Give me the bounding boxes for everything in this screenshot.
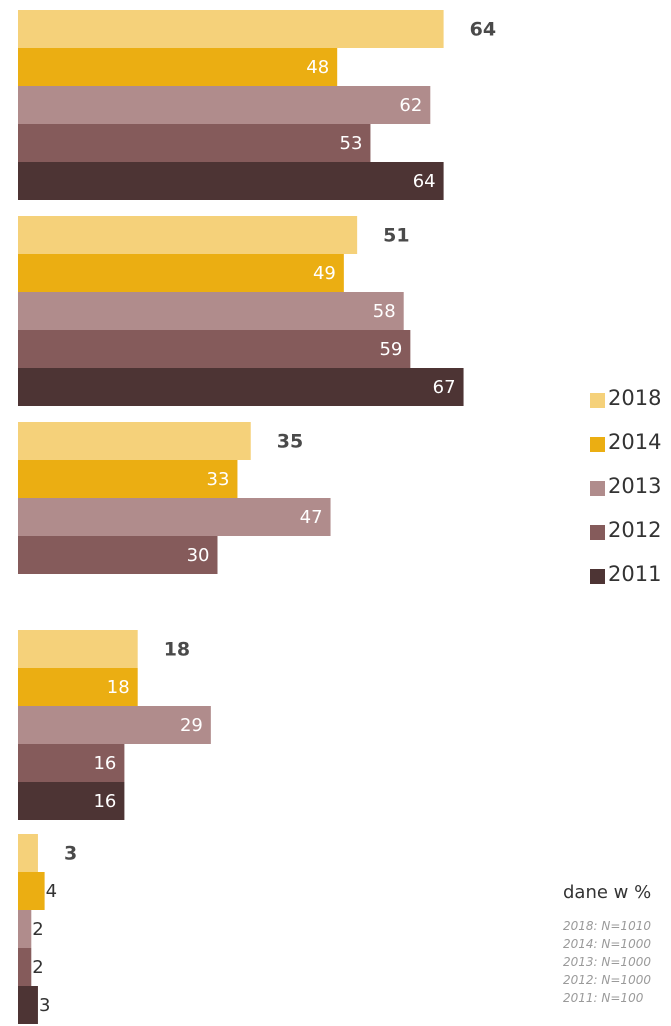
data-label-2014-group-1: 48 xyxy=(306,57,329,78)
bar-2013-group-1 xyxy=(18,86,431,124)
data-label-2011-group-2: 67 xyxy=(433,377,456,398)
bar-2018-group-5 xyxy=(18,834,38,872)
units-note: dane w % xyxy=(563,882,652,903)
bar-2012-group-5 xyxy=(18,948,32,986)
bar-2013-group-2 xyxy=(18,292,404,330)
data-label-2018-group-3: 35 xyxy=(277,431,303,453)
bar-2014-group-3 xyxy=(18,460,238,498)
data-label-2014-group-3: 33 xyxy=(207,469,230,490)
data-label-2018-group-5: 3 xyxy=(64,843,77,865)
legend-swatch-2013 xyxy=(590,481,605,496)
data-label-2011-group-1: 64 xyxy=(413,171,436,192)
legend-swatch-2014 xyxy=(590,437,605,452)
bar-2012-group-1 xyxy=(18,124,371,162)
data-label-2014-group-2: 49 xyxy=(313,263,336,284)
data-label-2013-group-3: 47 xyxy=(300,507,323,528)
sample-size-line: 2018: N=1010 xyxy=(563,919,651,933)
legend-label-2012: 2012 xyxy=(608,518,662,542)
data-label-2014-group-5: 4 xyxy=(46,881,57,902)
bar-2014-group-4 xyxy=(18,668,138,706)
bar-2014-group-1 xyxy=(18,48,338,86)
bar-2013-group-3 xyxy=(18,498,331,536)
data-label-2013-group-1: 62 xyxy=(399,95,422,116)
data-label-2012-group-4: 16 xyxy=(93,753,116,774)
legend-label-2011: 2011 xyxy=(608,562,662,586)
sample-size-line: 2011: N=100 xyxy=(563,991,644,1005)
legend-label-2014: 2014 xyxy=(608,430,662,454)
sample-sizes: 2018: N=1010 2014: N=1000 2013: N=1000 2012… xyxy=(563,917,671,1026)
legend-swatch-2018 xyxy=(590,393,605,408)
bar-2013-group-4 xyxy=(18,706,211,744)
data-label-2013-group-5: 2 xyxy=(32,919,43,940)
bar-2011-group-1 xyxy=(18,162,444,200)
bar-2012-group-2 xyxy=(18,330,411,368)
bar-2011-group-4 xyxy=(18,782,125,820)
bar-2014-group-2 xyxy=(18,254,344,292)
bar-2018-group-3 xyxy=(18,422,251,460)
data-label-2013-group-4: 29 xyxy=(180,715,203,736)
data-label-2018-group-4: 18 xyxy=(164,639,190,661)
bar-2018-group-1 xyxy=(18,10,444,48)
legend-label-2018: 2018 xyxy=(608,386,662,410)
bar-2012-group-3 xyxy=(18,536,218,574)
bar-chart: 64 51 35 18 3 48 49 33 18 4 62 58 47 29 2 53 59 30 16 2 64 67… xyxy=(18,10,496,1024)
data-label-2012-group-2: 59 xyxy=(379,339,402,360)
data-label-2018-group-1: 64 xyxy=(470,19,496,41)
data-label-2012-group-5: 2 xyxy=(32,957,43,978)
data-label-2014-group-4: 18 xyxy=(107,677,130,698)
bar-2011-group-2 xyxy=(18,368,464,406)
data-label-2018-group-2: 51 xyxy=(383,225,409,247)
data-label-2013-group-2: 58 xyxy=(373,301,396,322)
data-label-2011-group-5: 3 xyxy=(39,995,50,1016)
bar-2018-group-4 xyxy=(18,630,138,668)
bar-2018-group-2 xyxy=(18,216,358,254)
sample-size-line: 2014: N=1000 xyxy=(563,937,651,951)
legend-swatch-2012 xyxy=(590,525,605,540)
bar-2011-group-5 xyxy=(18,986,38,1024)
legend-swatch-2011 xyxy=(590,569,605,584)
data-label-2011-group-4: 16 xyxy=(93,791,116,812)
legend-label-2013: 2013 xyxy=(608,474,662,498)
sample-size-line: 2012: N=1000 xyxy=(563,973,651,987)
sample-size-line: 2013: N=1000 xyxy=(563,955,651,969)
bar-2013-group-5 xyxy=(18,910,32,948)
data-label-2012-group-3: 30 xyxy=(187,545,210,566)
bar-2012-group-4 xyxy=(18,744,125,782)
bar-2014-group-5 xyxy=(18,872,45,910)
data-label-2012-group-1: 53 xyxy=(340,133,363,154)
